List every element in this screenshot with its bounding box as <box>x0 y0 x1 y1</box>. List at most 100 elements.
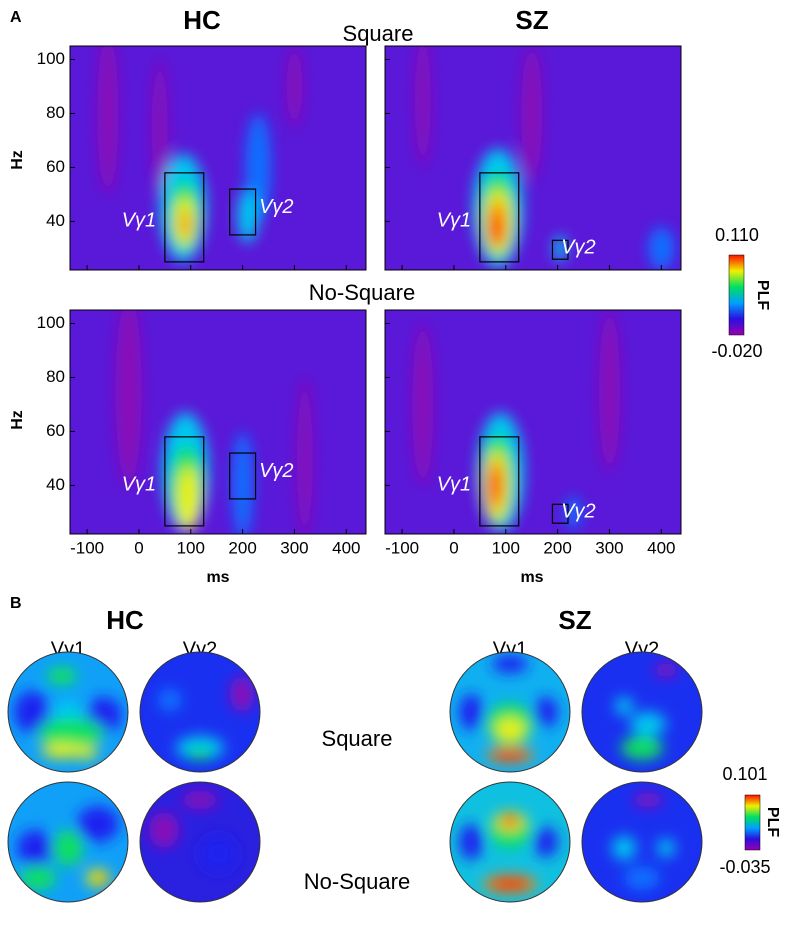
topomap-field <box>158 676 254 760</box>
blob <box>553 234 567 262</box>
x-tick-label: 0 <box>449 538 458 557</box>
blob <box>489 469 500 502</box>
x-tick-label: 300 <box>595 538 623 557</box>
panel-label: B <box>10 595 22 612</box>
blob <box>151 59 168 195</box>
y-tick-label: 100 <box>37 49 65 68</box>
blob <box>492 750 528 760</box>
topomap <box>140 652 260 772</box>
colorbar-title: PLF <box>754 280 771 310</box>
blob <box>47 667 77 685</box>
plot-frame <box>384 45 682 271</box>
x-tick-label: 200 <box>543 538 571 557</box>
colorbar <box>744 794 761 851</box>
condition-label: Square <box>322 726 393 751</box>
blob <box>495 718 525 742</box>
x-tick-label: 400 <box>332 538 360 557</box>
blob <box>534 697 558 727</box>
blob <box>286 46 303 127</box>
blob <box>490 213 503 246</box>
blob <box>612 836 636 860</box>
y-tick-label: 80 <box>46 103 65 122</box>
x-tick-label: -100 <box>385 538 419 557</box>
blob <box>492 655 528 673</box>
condition-title: Square <box>343 21 414 46</box>
colorbar <box>728 254 745 336</box>
topomap-outline <box>581 651 703 773</box>
colorbar-max: 0.101 <box>722 764 767 784</box>
blob <box>158 688 182 712</box>
y-tick-label: 40 <box>46 475 65 494</box>
topomap-outline <box>449 651 571 773</box>
topomap-field <box>459 812 558 893</box>
blob <box>624 866 660 890</box>
blob <box>188 748 212 760</box>
x-tick-label: -100 <box>70 538 104 557</box>
topomap <box>140 782 260 902</box>
blob <box>534 827 558 857</box>
y-tick-label: 80 <box>46 367 65 386</box>
x-tick-label: 400 <box>647 538 675 557</box>
group-title: SZ <box>515 5 548 35</box>
blob <box>17 830 53 866</box>
blob <box>633 792 663 808</box>
heatmap <box>385 46 681 270</box>
blob <box>230 676 254 712</box>
blob <box>97 46 119 195</box>
x-axis-label: ms <box>520 569 543 586</box>
topomap-bg <box>582 782 702 902</box>
topomap-outline <box>7 781 129 903</box>
blob <box>459 694 483 730</box>
group-title: HC <box>106 605 144 635</box>
window-label: Vγ1 <box>437 210 471 232</box>
blob <box>20 866 56 890</box>
plot-frame <box>384 309 682 535</box>
x-tick-label: 200 <box>228 538 256 557</box>
heatmap-bg <box>385 310 681 534</box>
heatmap-bg <box>70 46 366 270</box>
topomap-bg <box>582 652 702 772</box>
blob <box>654 662 678 678</box>
blob <box>599 310 620 472</box>
topomap <box>582 652 702 772</box>
window-label: Vγ1 <box>122 474 156 496</box>
blob <box>297 377 313 534</box>
window-box <box>551 239 569 260</box>
topomap <box>450 782 570 902</box>
x-tick-label: 0 <box>134 538 143 557</box>
panel-label: A <box>10 9 22 26</box>
blob <box>38 718 104 748</box>
heatmap <box>70 310 366 534</box>
blob <box>648 226 675 270</box>
y-axis-label: Hz <box>9 150 26 170</box>
window-label: Vγ2 <box>561 237 595 259</box>
heatmap-field <box>97 46 303 262</box>
blob <box>459 824 483 860</box>
window-box <box>551 503 569 524</box>
heatmap-field <box>412 310 620 532</box>
heatmap-field <box>115 310 313 534</box>
blob <box>184 498 198 526</box>
blob <box>95 874 107 884</box>
topomap-outline <box>449 781 571 903</box>
window-box <box>164 436 205 527</box>
blob <box>77 806 119 842</box>
blob <box>180 210 191 238</box>
topomap-outline <box>139 781 261 903</box>
window-box <box>479 436 520 527</box>
blob <box>149 812 179 848</box>
topomap <box>8 782 128 902</box>
y-tick-label: 100 <box>37 313 65 332</box>
topomap-outline <box>139 651 261 773</box>
y-tick-label: 60 <box>46 157 65 176</box>
blob <box>200 836 236 872</box>
blob <box>630 712 666 736</box>
window-label: Vγ1 <box>437 474 471 496</box>
blob <box>237 189 259 244</box>
heatmap-field <box>415 46 675 270</box>
group-title: HC <box>183 5 221 35</box>
colorbar-title: PLF <box>764 807 781 837</box>
topomap-bg <box>140 652 260 772</box>
colorbar-min: -0.020 <box>711 341 762 361</box>
blob <box>615 697 633 715</box>
